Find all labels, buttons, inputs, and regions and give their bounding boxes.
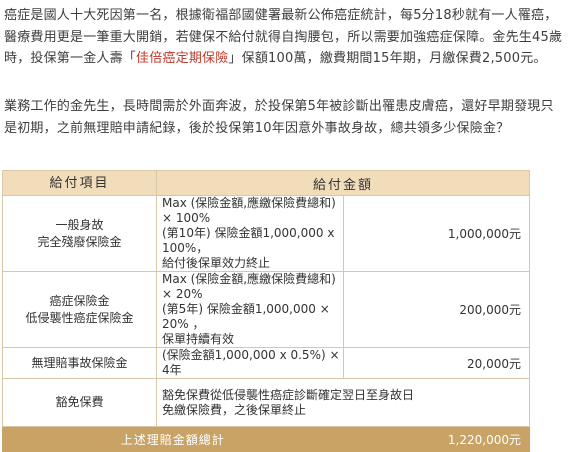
row-item-line: 完全殘廢保險金 [37,234,122,249]
table-row: 無理賠事故保險金 (保險金額1,000,000 x 0.5%) × 4年 20,… [2,347,530,379]
product-name-highlight: 佳倍癌定期保險 [136,51,229,66]
row-item: 豁免保費 [2,378,157,427]
row-item-line: 低侵襲性癌症保險金 [25,310,134,325]
row-formula: Max (保險金額,應繳保險費總和) × 100% (第10年) 保險金額1,0… [156,195,344,272]
row-formula: (保險金額1,000,000 x 0.5%) × 4年 [156,347,344,379]
row-formula-line: (保險金額1,000,000 x 0.5%) × 4年 [162,348,340,377]
payout-table: 給付項目 給付金額 一般身故 完全殘廢保險金 Max (保險金額,應繳保險費總和… [2,170,530,452]
row-item: 無理賠事故保險金 [2,347,157,379]
case-question-paragraph: 業務工作的金先生，長時間需於外面奔波，於投保第5年被診斷出罹患皮膚癌，還好早期發… [4,99,554,136]
intro-text-before: 癌症是國人十大死因第一名，根據衛福部國健署最新公佈癌症統計，每5分18秒就有一人… [4,8,563,66]
page: 癌症是國人十大死因第一名，根據衛福部國健署最新公佈癌症統計，每5分18秒就有一人… [2,5,564,452]
row-amount: 20,000元 [342,347,530,379]
header-amount: 給付金額 [156,170,530,196]
table-row: 一般身故 完全殘廢保險金 Max (保險金額,應繳保險費總和) × 100% (… [2,195,530,272]
row-item: 一般身故 完全殘廢保險金 [2,195,157,272]
row-item-line: 無理賠事故保險金 [31,355,128,370]
table-row: 癌症保險金 低侵襲性癌症保險金 Max (保險金額,應繳保險費總和) × 20%… [2,271,530,348]
row-formula: 豁免保費從低侵襲性癌症診斷確定翌日至身故日 免繳保險費，之後保單終止 [156,378,530,427]
row-item-line: 一般身故 [55,217,104,232]
total-label: 上述理賠金額總計 [2,426,344,452]
row-formula-line: Max (保險金額,應繳保險費總和) × 100% [162,196,336,225]
total-value: 1,220,000元 [342,426,530,452]
row-item-line: 癌症保險金 [49,293,110,308]
header-item: 給付項目 [2,170,157,196]
row-amount: 200,000元 [342,271,530,348]
row-formula-line: Max (保險金額,應繳保險費總和) × 20% [162,272,336,301]
row-item: 癌症保險金 低侵襲性癌症保險金 [2,271,157,348]
total-row: 上述理賠金額總計 1,220,000元 [2,426,530,452]
table-header-row: 給付項目 給付金額 [2,170,530,196]
table-row: 豁免保費 豁免保費從低侵襲性癌症診斷確定翌日至身故日 免繳保險費，之後保單終止 [2,378,530,427]
row-formula-line: 免繳保險費，之後保單終止 [162,402,307,417]
row-formula-line: (第10年) 保險金額1,000,000 x 100%， [162,226,335,255]
row-amount: 1,000,000元 [342,195,530,272]
row-formula: Max (保險金額,應繳保險費總和) × 20% (第5年) 保險金額1,000… [156,271,344,348]
row-formula-line: (第5年) 保險金額1,000,000 × 20% ， [162,302,330,331]
intro-text-after: 」保額100萬，繳費期間15年期，月繳保費2,500元。 [228,51,547,66]
row-formula-line: 保單持續有效 [162,332,235,346]
intro-paragraph: 癌症是國人十大死因第一名，根據衛福部國健署最新公佈癌症統計，每5分18秒就有一人… [4,5,564,70]
row-item-line: 豁免保費 [55,395,104,409]
row-formula-line: 豁免保費從低侵襲性癌症診斷確定翌日至身故日 [162,387,415,402]
row-formula-line: 給付後保單效力終止 [162,256,271,270]
